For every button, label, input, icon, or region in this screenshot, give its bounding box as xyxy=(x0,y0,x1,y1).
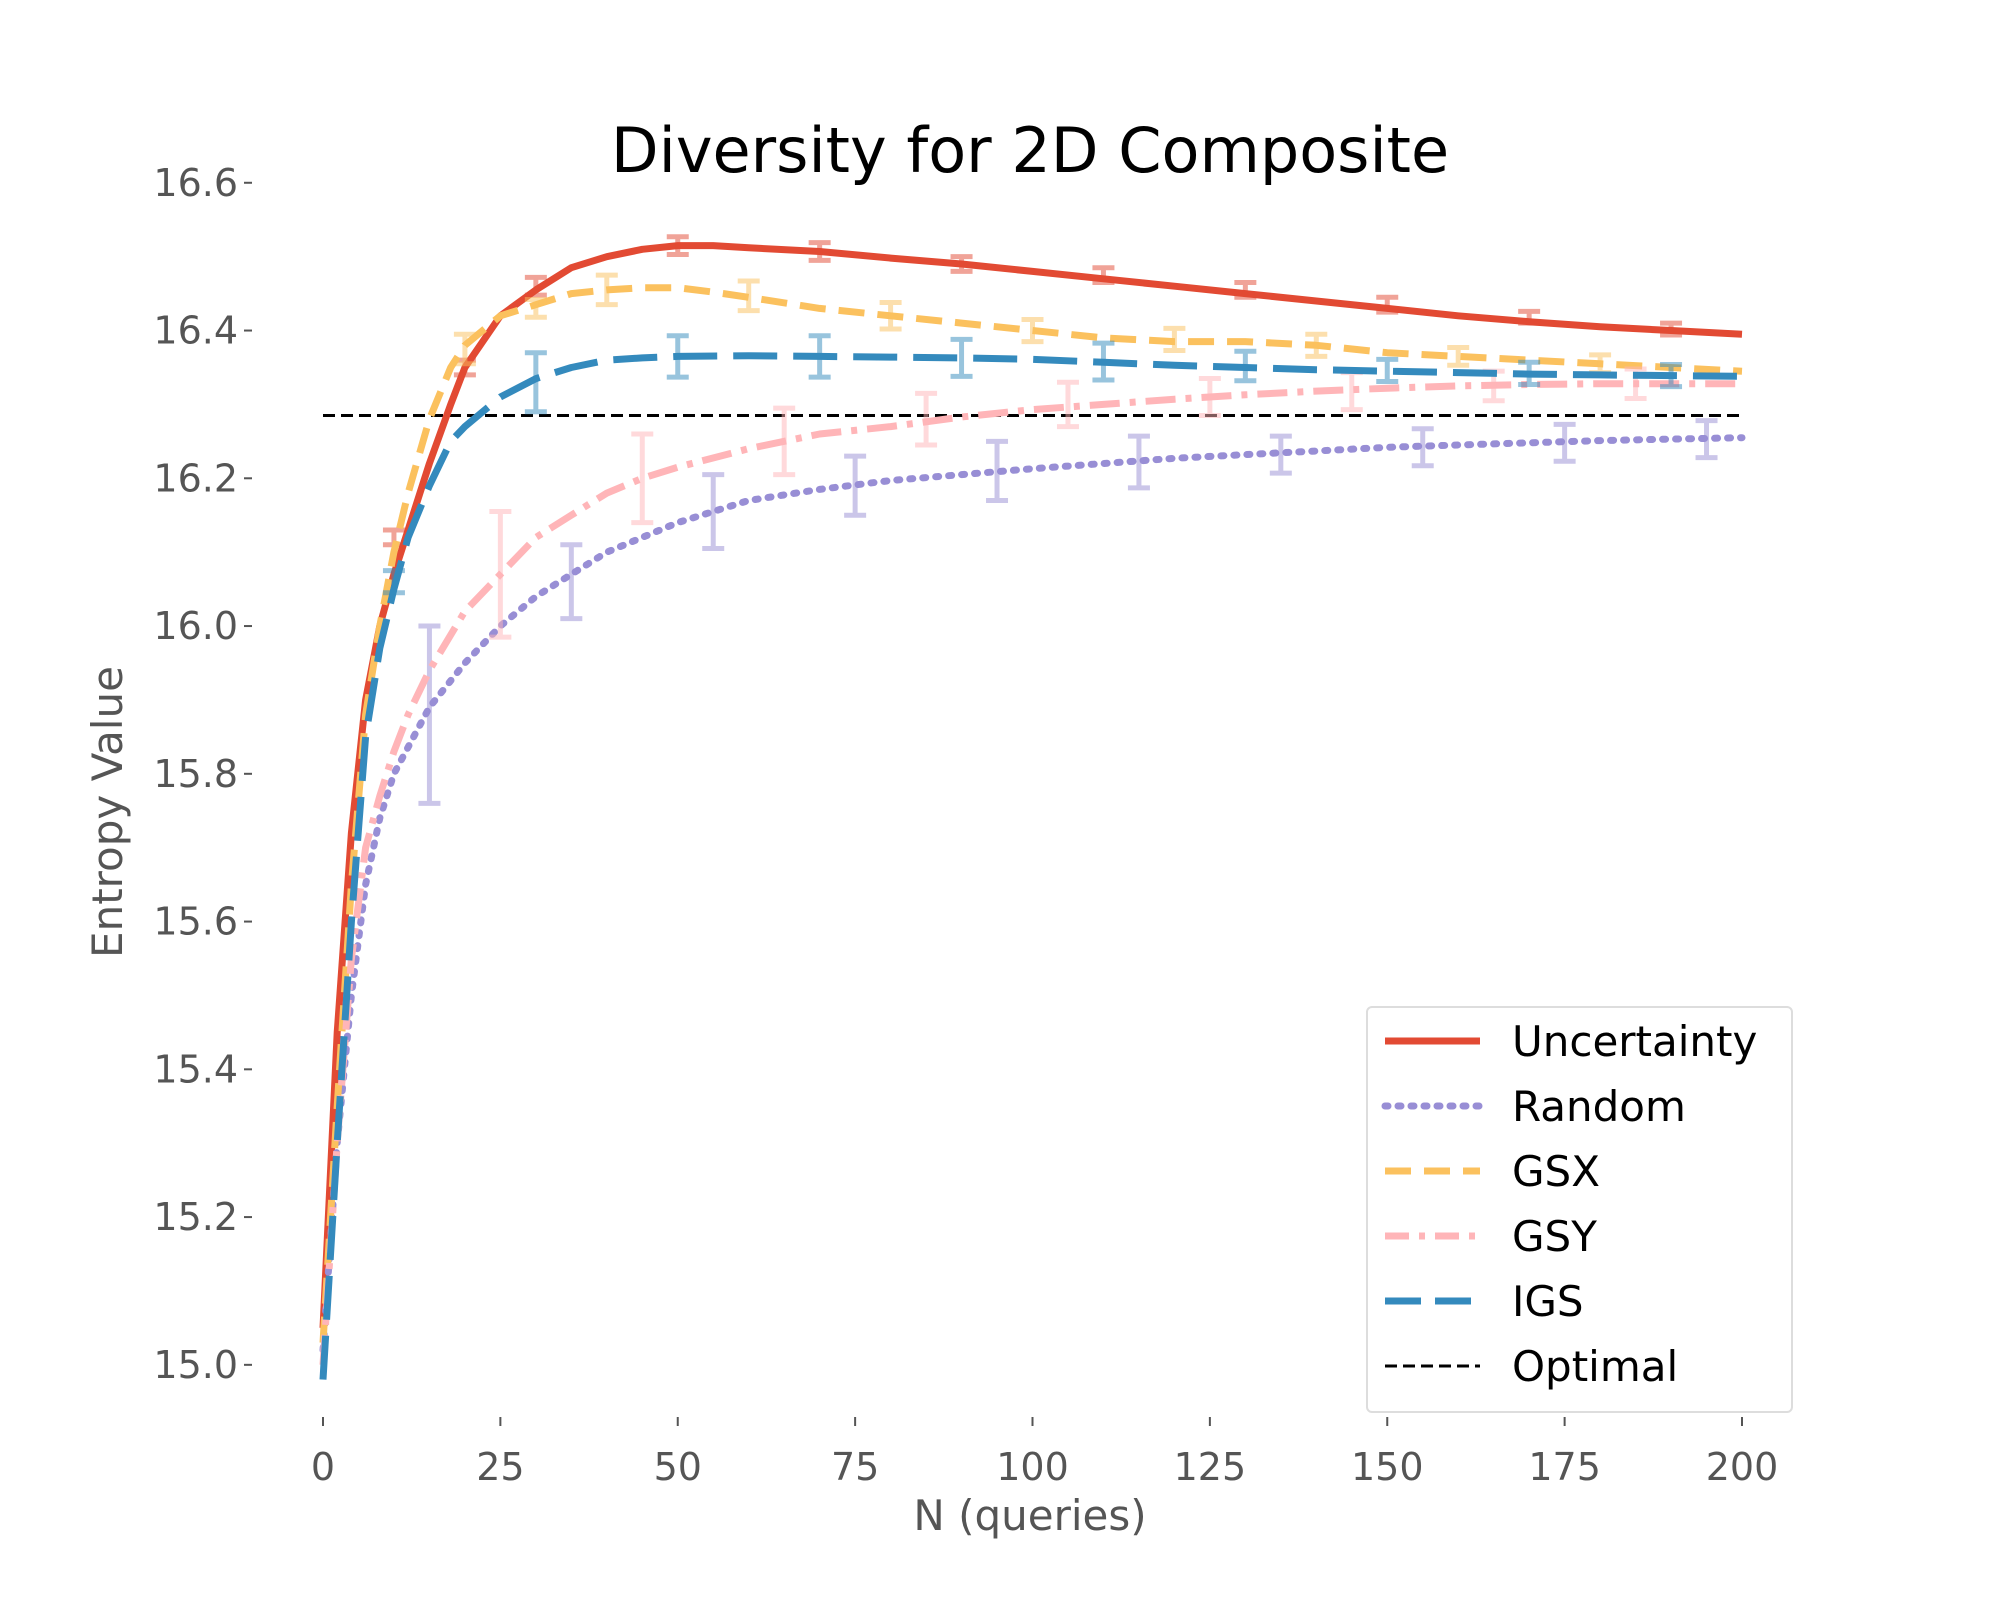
legend-label-gsx: GSX xyxy=(1512,1147,1600,1196)
y-axis-label: Entropy Value xyxy=(83,666,132,958)
error-bar-uncertainty xyxy=(950,254,973,274)
error-bar-random xyxy=(418,623,441,806)
error-bar-random xyxy=(986,438,1009,503)
error-bar-random xyxy=(1411,426,1434,469)
error-bar-gsx xyxy=(879,299,902,332)
y-tick-label: 16.2 xyxy=(153,456,238,500)
error-bar-random xyxy=(1553,421,1576,464)
x-tick-label: 100 xyxy=(996,1445,1069,1489)
error-bar-uncertainty xyxy=(666,234,689,257)
error-bar-gsx xyxy=(1021,316,1044,345)
x-tick-label: 50 xyxy=(654,1445,702,1489)
plot-area xyxy=(319,234,1746,1380)
error-bar-gsx xyxy=(737,278,760,314)
error-bar-uncertainty xyxy=(524,274,547,298)
error-bar-uncertainty xyxy=(1376,294,1399,315)
error-bar-uncertainty xyxy=(808,240,831,263)
error-bar-igs xyxy=(524,350,547,415)
error-bar-igs xyxy=(1660,362,1683,390)
error-bar-gsx xyxy=(1305,331,1328,359)
error-bar-uncertainty xyxy=(1660,320,1683,338)
error-bar-uncertainty xyxy=(1518,308,1541,326)
x-tick-label: 150 xyxy=(1351,1445,1424,1489)
x-tick-label: 0 xyxy=(311,1445,335,1489)
error-bar-igs xyxy=(1234,348,1257,384)
error-bar-gsx xyxy=(1447,345,1470,368)
legend-box xyxy=(1366,1006,1793,1413)
x-axis-ticks: 0 25 50 75 100 125 150 175 200 xyxy=(311,1417,1778,1489)
legend-label-uncertainty: Uncertainty xyxy=(1512,1017,1757,1066)
legend: Uncertainty Random GSX GSY IGS Optimal xyxy=(1366,1006,1793,1413)
error-bar-gsx xyxy=(595,272,618,308)
y-tick-label: 16.6 xyxy=(153,161,238,205)
error-bar-gsy xyxy=(915,390,938,448)
series-igs xyxy=(319,333,1743,1380)
error-bar-gsx xyxy=(524,297,547,320)
chart-title: Diversity for 2D Composite xyxy=(611,114,1449,187)
series-gsy xyxy=(319,366,1742,1366)
series-line-gsx xyxy=(319,284,1743,1343)
error-bar-gsx xyxy=(453,331,476,367)
error-bar-igs xyxy=(382,568,405,596)
x-tick-label: 175 xyxy=(1528,1445,1601,1489)
error-bar-gsy xyxy=(489,509,512,640)
y-tick-label: 16.0 xyxy=(153,604,238,648)
y-tick-label: 15.4 xyxy=(153,1047,238,1091)
y-axis-ticks: 15.0 15.2 15.4 15.6 15.8 16.0 16.2 16.4 16.6 xyxy=(153,161,252,1387)
y-tick-label: 15.6 xyxy=(153,900,238,944)
x-tick-label: 125 xyxy=(1174,1445,1247,1489)
error-bar-igs xyxy=(666,333,689,380)
error-bar-igs xyxy=(950,336,973,379)
series-line-random xyxy=(319,434,1746,1354)
error-bar-uncertainty xyxy=(1234,280,1257,300)
error-bar-gsy xyxy=(1340,370,1363,413)
error-bar-gsy xyxy=(1198,376,1221,418)
x-tick-label: 75 xyxy=(831,1445,879,1489)
y-tick-label: 15.2 xyxy=(153,1195,238,1239)
series-line-gsy xyxy=(319,380,1742,1366)
series-line-uncertainty xyxy=(319,242,1743,1329)
series-random xyxy=(319,418,1746,1354)
y-tick-label: 15.8 xyxy=(153,752,238,796)
legend-label-random: Random xyxy=(1512,1082,1686,1131)
error-bar-uncertainty xyxy=(1092,265,1115,286)
error-bar-igs xyxy=(1092,340,1115,383)
error-bar-random xyxy=(1127,433,1150,491)
error-bar-igs xyxy=(808,333,831,380)
error-bar-gsy xyxy=(773,405,796,478)
error-bar-random xyxy=(1269,433,1292,476)
legend-label-optimal: Optimal xyxy=(1512,1342,1678,1391)
error-bar-gsy xyxy=(1056,379,1079,430)
y-tick-label: 16.4 xyxy=(153,309,238,353)
legend-label-igs: IGS xyxy=(1512,1277,1584,1326)
x-tick-label: 200 xyxy=(1706,1445,1779,1489)
legend-label-gsy: GSY xyxy=(1512,1212,1597,1261)
error-bar-gsy xyxy=(631,431,654,526)
error-bar-gsx xyxy=(1163,325,1186,353)
error-bar-random xyxy=(702,472,725,551)
error-bar-igs xyxy=(1518,359,1541,387)
y-tick-label: 15.0 xyxy=(153,1343,238,1387)
error-bar-random xyxy=(844,453,867,518)
x-axis-label: N (queries) xyxy=(913,1491,1146,1540)
error-bar-random xyxy=(1695,418,1718,461)
series-gsx xyxy=(319,272,1743,1343)
x-tick-label: 25 xyxy=(476,1445,524,1489)
error-bar-random xyxy=(560,542,583,622)
error-bar-igs xyxy=(1376,356,1399,385)
